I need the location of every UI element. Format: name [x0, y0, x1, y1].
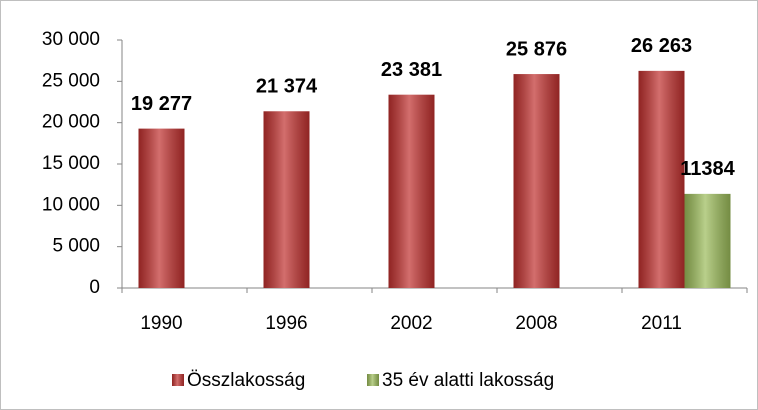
data-label: 19 277 [131, 93, 192, 115]
bar-highlight [684, 193, 731, 288]
bar-highlight [138, 128, 185, 288]
data-label: 23 381 [381, 59, 442, 81]
y-tick-label: 15 000 [42, 153, 100, 174]
x-tick-label: 2002 [390, 313, 432, 334]
legend-swatch-shine [367, 374, 379, 386]
data-label: 11384 [680, 158, 735, 180]
x-tick-label: 1990 [140, 313, 182, 334]
data-label: 26 263 [631, 35, 692, 57]
data-label: 25 876 [506, 38, 567, 60]
legend-label: Összlakosság [187, 370, 305, 391]
x-tick-label: 2008 [515, 313, 557, 334]
y-tick-label: 10 000 [42, 194, 100, 215]
y-tick-label: 20 000 [42, 112, 100, 133]
y-tick-label: 0 [89, 277, 100, 298]
x-tick-label: 2011 [641, 313, 682, 334]
bar-highlight [513, 74, 560, 288]
legend-swatch-shine [172, 374, 184, 386]
bar-highlight [263, 111, 310, 289]
y-tick-label: 25 000 [42, 70, 100, 91]
legend-label: 35 év alatti lakosság [382, 370, 554, 391]
bar-highlight [388, 94, 435, 288]
bar-highlight [638, 70, 685, 288]
y-tick-label: 30 000 [42, 29, 100, 50]
data-label: 21 374 [256, 76, 318, 98]
y-tick-label: 5 000 [52, 236, 100, 257]
x-tick-label: 1996 [265, 313, 307, 334]
